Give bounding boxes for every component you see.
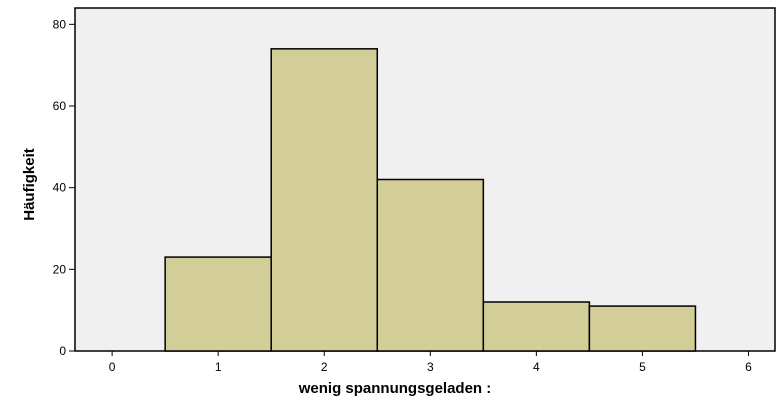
x-tick-label: 2 bbox=[321, 360, 328, 374]
y-tick-label: 40 bbox=[53, 181, 67, 195]
y-axis: 0 20 40 60 80 bbox=[53, 17, 75, 358]
y-tick-label: 0 bbox=[59, 344, 66, 358]
y-tick-label: 80 bbox=[53, 17, 67, 31]
x-axis-title: wenig spannungsgeladen : bbox=[298, 380, 492, 397]
y-tick-label: 60 bbox=[53, 99, 67, 113]
histogram-bar-4 bbox=[482, 301, 591, 352]
x-tick-label: 6 bbox=[745, 360, 752, 374]
histogram-bar-2 bbox=[270, 48, 379, 352]
x-tick-label: 0 bbox=[109, 360, 116, 374]
x-tick-label: 3 bbox=[427, 360, 434, 374]
histogram-bar-3 bbox=[376, 178, 485, 352]
histogram-bar-1 bbox=[164, 256, 272, 352]
bars-group bbox=[164, 48, 697, 352]
y-axis-title: Häufigkeit bbox=[21, 148, 38, 221]
x-axis: 0 1 2 3 4 5 6 bbox=[109, 351, 752, 374]
y-tick-label: 20 bbox=[53, 262, 67, 276]
histogram-bar-5 bbox=[588, 305, 697, 352]
x-tick-label: 1 bbox=[215, 360, 222, 374]
x-tick-label: 5 bbox=[639, 360, 646, 374]
x-tick-label: 4 bbox=[533, 360, 540, 374]
